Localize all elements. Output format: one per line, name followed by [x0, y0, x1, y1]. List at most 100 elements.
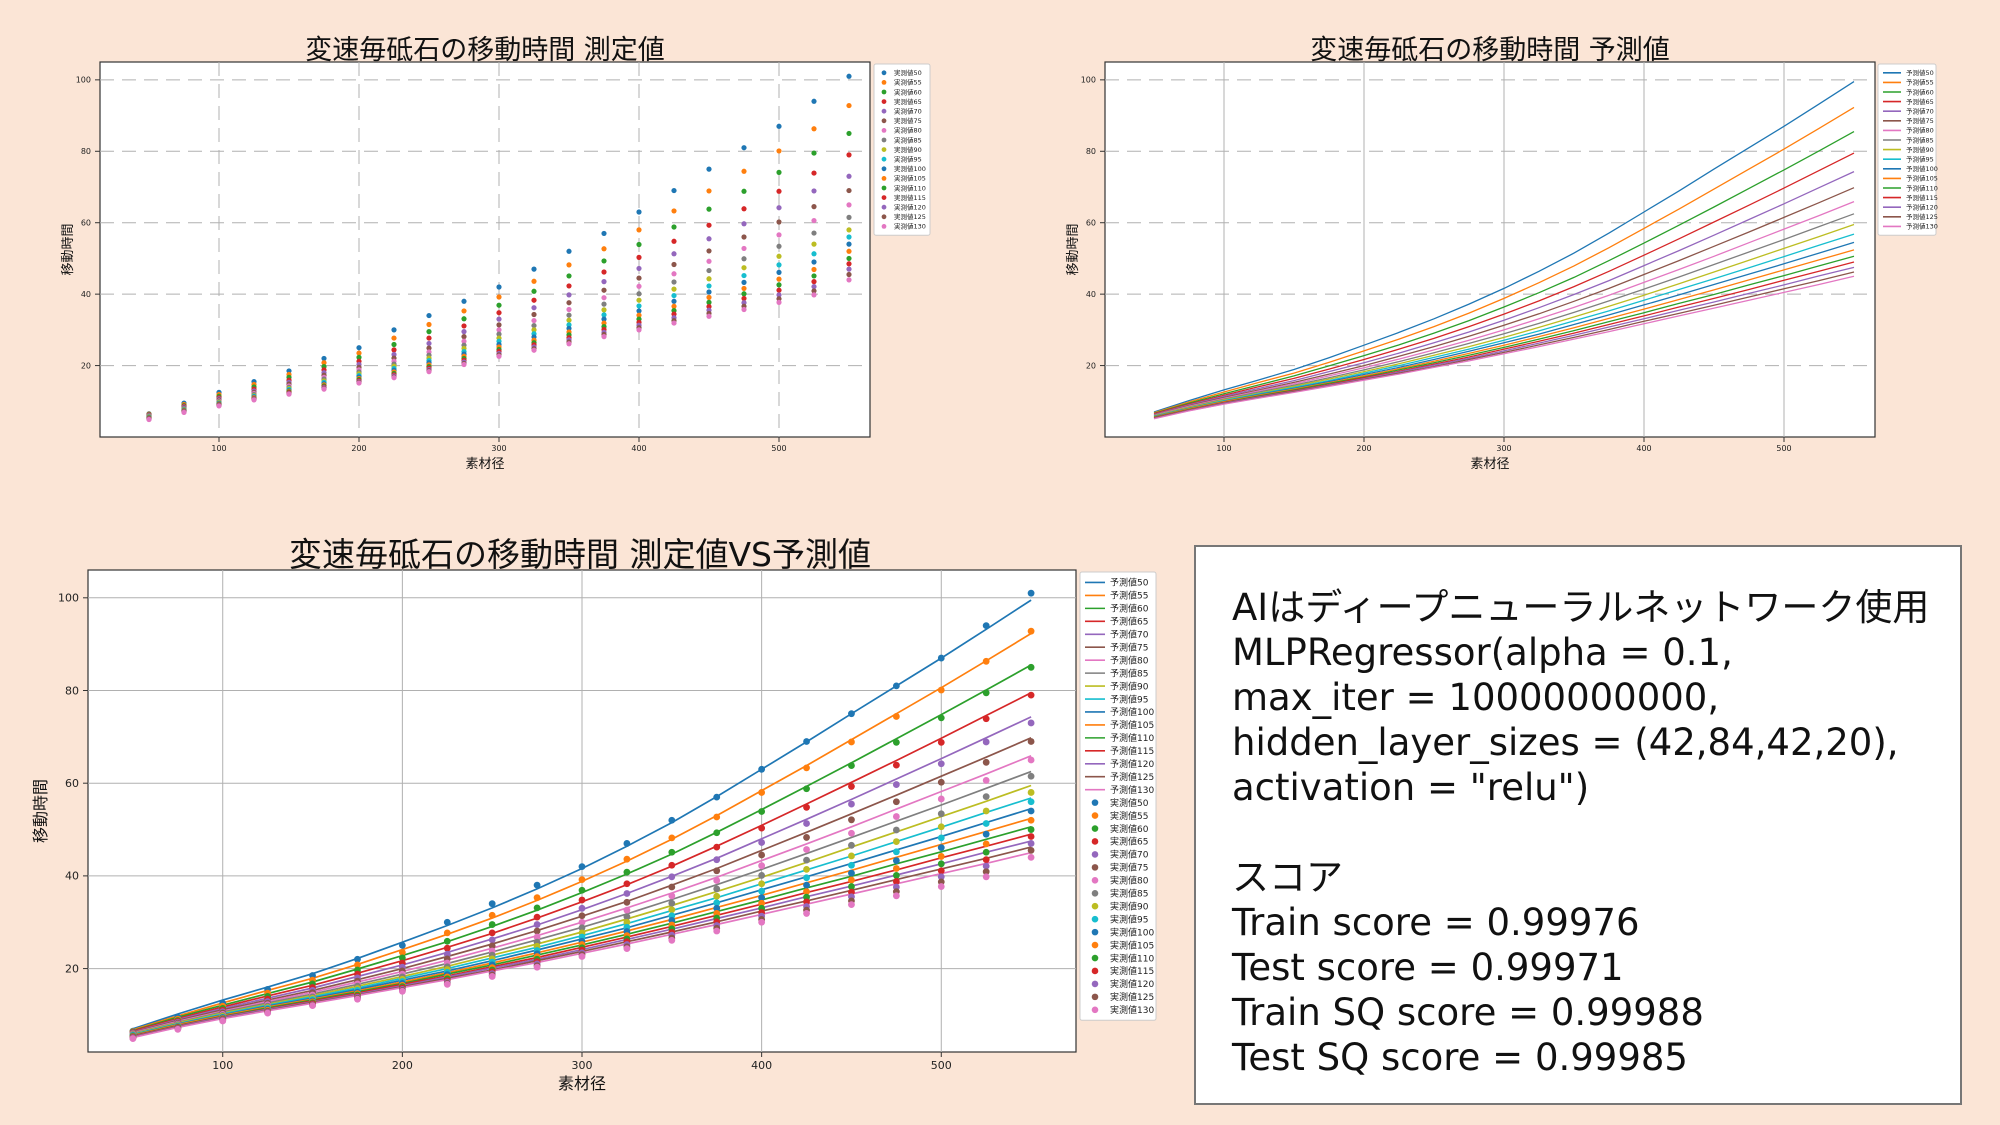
measured-point: [636, 209, 642, 215]
measured-point: [488, 942, 496, 950]
y-tick-label: 100: [58, 592, 79, 605]
measured-point: [668, 936, 676, 944]
legend-dot-marker: [881, 99, 887, 104]
legend-label: 実測値55: [1110, 810, 1148, 822]
legend-label: 実測値110: [894, 183, 926, 192]
y-tick-label: 40: [81, 290, 91, 299]
predicted-line: [1153, 233, 1855, 417]
measured-point: [811, 217, 817, 224]
legend-label: 実測値115: [1110, 965, 1154, 977]
measured-point: [601, 246, 607, 252]
legend-dot-marker: [881, 214, 887, 220]
x-tick-label: 500: [931, 1059, 952, 1072]
legend-dot-marker: [881, 80, 887, 85]
measured-point: [671, 307, 677, 314]
legend-label: 予測値115: [1906, 193, 1938, 202]
measured-point: [354, 995, 361, 1003]
measured-point: [803, 785, 810, 793]
legend-label: 予測値55: [1110, 590, 1148, 602]
legend-label: 予測値55: [1906, 78, 1934, 87]
measured-point: [1027, 627, 1035, 635]
x-tick-label: 400: [631, 444, 646, 453]
legend-dot-marker: [881, 137, 887, 143]
measured-point: [741, 245, 747, 252]
measured-point: [811, 98, 817, 104]
legend-label: 予測値125: [1110, 771, 1154, 783]
measured-point: [982, 807, 990, 815]
measured-point: [892, 781, 900, 788]
info-line-model-type: AIはディープニューラルネットワーク使用: [1232, 586, 1930, 629]
measured-point: [488, 921, 496, 928]
measured-point: [892, 713, 900, 720]
legend-label: 予測値60: [1110, 603, 1149, 615]
legend-label: 予測値130: [1906, 222, 1938, 231]
measured-point: [848, 861, 855, 869]
y-tick-label: 60: [65, 777, 79, 790]
measured-point: [811, 188, 817, 194]
test-sq-score: Test SQ score = 0.99985: [1232, 1036, 1688, 1079]
measured-point: [758, 880, 766, 888]
measured-point: [426, 345, 432, 351]
measured-point: [741, 272, 747, 279]
measured-point: [937, 860, 945, 868]
measured-point: [496, 327, 502, 333]
measured-point: [668, 883, 676, 891]
measured-point: [356, 380, 362, 386]
measured-point: [426, 321, 432, 328]
measured-point: [566, 317, 572, 323]
x-tick-label: 300: [1496, 444, 1511, 453]
measured-point: [354, 955, 361, 963]
legend-label: 実測値125: [894, 212, 926, 221]
legend-dot-marker: [881, 166, 887, 172]
measured-point: [461, 298, 467, 304]
legend-label: 実測値100: [894, 164, 926, 173]
measured-point: [1027, 840, 1035, 847]
measured-point: [848, 901, 855, 909]
measured-point: [181, 409, 187, 415]
measured-point: [496, 302, 502, 308]
measured-point: [982, 793, 990, 801]
measured-point: [776, 169, 782, 175]
measured-point: [496, 294, 502, 300]
measured-point: [671, 251, 677, 257]
measured-point: [713, 856, 721, 864]
measured-point: [391, 335, 397, 341]
measured-point: [636, 283, 642, 289]
measured-point: [892, 838, 900, 845]
measured-point: [811, 170, 817, 176]
legend-dot-marker: [1091, 1006, 1099, 1014]
measured-point: [982, 657, 990, 665]
info-line-max-iter: max_iter = 10000000000,: [1232, 676, 1720, 719]
measured-point: [1027, 816, 1035, 824]
measured-point: [443, 980, 451, 988]
measured-point: [706, 236, 712, 242]
x-tick-label: 500: [771, 444, 786, 453]
measured-point: [803, 888, 810, 896]
info-line-hidden-layers: hidden_layer_sizes = (42,84,42,20),: [1232, 721, 1899, 764]
measured-point: [811, 251, 817, 257]
measured-point: [601, 269, 607, 275]
legend-label: 予測値125: [1906, 212, 1938, 221]
legend-label: 予測値90: [1906, 145, 1934, 154]
legend-dot-marker: [1091, 889, 1099, 897]
measured-point: [937, 739, 945, 746]
measured-point: [578, 912, 586, 920]
measured-point: [636, 312, 642, 318]
y-tick-label: 60: [81, 219, 91, 228]
measured-point: [982, 862, 990, 870]
measured-point: [892, 739, 900, 746]
legend-label: 実測値80: [894, 126, 922, 135]
measured-point: [671, 279, 677, 285]
legend-label: 実測値75: [894, 116, 922, 125]
measured-point: [803, 803, 810, 811]
measured-point: [892, 826, 900, 834]
measured-point: [811, 279, 817, 285]
measured-point: [671, 298, 677, 304]
measured-point: [668, 899, 676, 907]
measured-point: [623, 906, 631, 914]
measured-point: [741, 300, 747, 306]
measured-point: [937, 853, 945, 860]
x-tick-label: 200: [351, 444, 366, 453]
